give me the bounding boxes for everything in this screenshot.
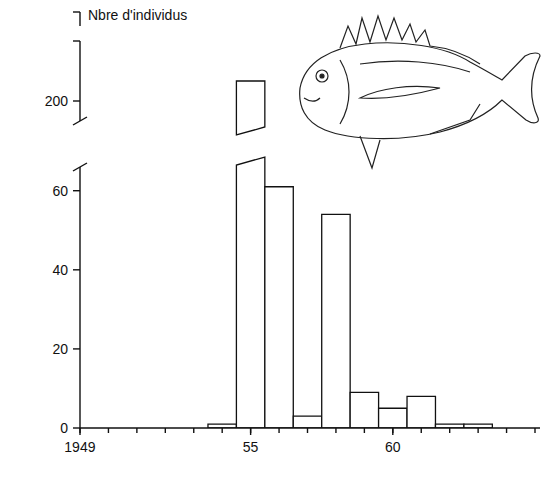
chart: 0 20 40 60 200 1949 55 60 Nbre d'individus [0,0,547,487]
x-minor-tick [108,428,109,433]
y-tick [73,427,80,428]
y-tick [73,269,80,270]
x-tick [250,428,251,435]
fish-pectoral-fin [360,86,440,98]
histogram-bar [322,214,350,428]
x-minor-tick [534,428,535,433]
histogram-bar [407,396,435,428]
x-minor-tick [221,428,222,433]
x-minor-tick [335,428,336,433]
fish-body [300,43,540,139]
x-axis-line [80,427,540,428]
axes [73,41,540,435]
histogram-bar [236,81,264,428]
x-minor-tick [165,428,166,433]
x-tick [79,428,80,435]
fish-dorsal-fin [340,16,480,64]
y-tick [73,100,80,101]
fish-eye [316,70,328,82]
fish-pelvic-fin [360,136,380,168]
y-tick-labels: 0 20 40 60 200 [45,93,69,436]
fish-lateral-line [360,61,470,72]
y-tick-label: 40 [52,262,68,278]
y-axis-break-mark [73,163,87,171]
y-title-rule [79,12,80,26]
y-tick [73,348,80,349]
bars [208,81,492,428]
x-minor-tick [506,428,507,433]
fish-mouth [304,98,320,101]
x-minor-tick [421,428,422,433]
histogram-bar [350,392,378,428]
x-minor-tick [307,428,308,433]
histogram-bar [379,408,407,428]
y-axis-title: Nbre d'individus [88,7,187,23]
x-tick-labels: 1949 55 60 [64,439,400,455]
histogram-bar [265,187,293,428]
y-tick [73,190,80,191]
x-minor-tick [364,428,365,433]
x-minor-tick [449,428,450,433]
histogram-bar [293,416,321,428]
x-tick-label: 60 [385,439,401,455]
y-axis-line-upper [79,41,80,121]
x-tick-label: 55 [243,439,259,455]
x-minor-tick [136,428,137,433]
fish-anal-fin [430,104,480,134]
fish-illustration [300,16,540,168]
fish-gill [340,60,349,124]
y-title-cap [73,11,80,12]
x-minor-tick [193,428,194,433]
y-axis-line-lower [79,167,80,428]
y-axis-break-mark [73,117,87,125]
x-minor-tick [278,428,279,433]
x-tick [392,428,393,435]
y-tick-label: 20 [52,341,68,357]
x-minor-tick [477,428,478,433]
y-tick-label: 60 [52,183,68,199]
y-tick-label: 0 [60,420,68,436]
y-axis-top-cap [73,40,80,41]
y-tick-label: 200 [45,93,69,109]
fish-pupil [320,74,324,78]
x-tick-label: 1949 [64,439,95,455]
